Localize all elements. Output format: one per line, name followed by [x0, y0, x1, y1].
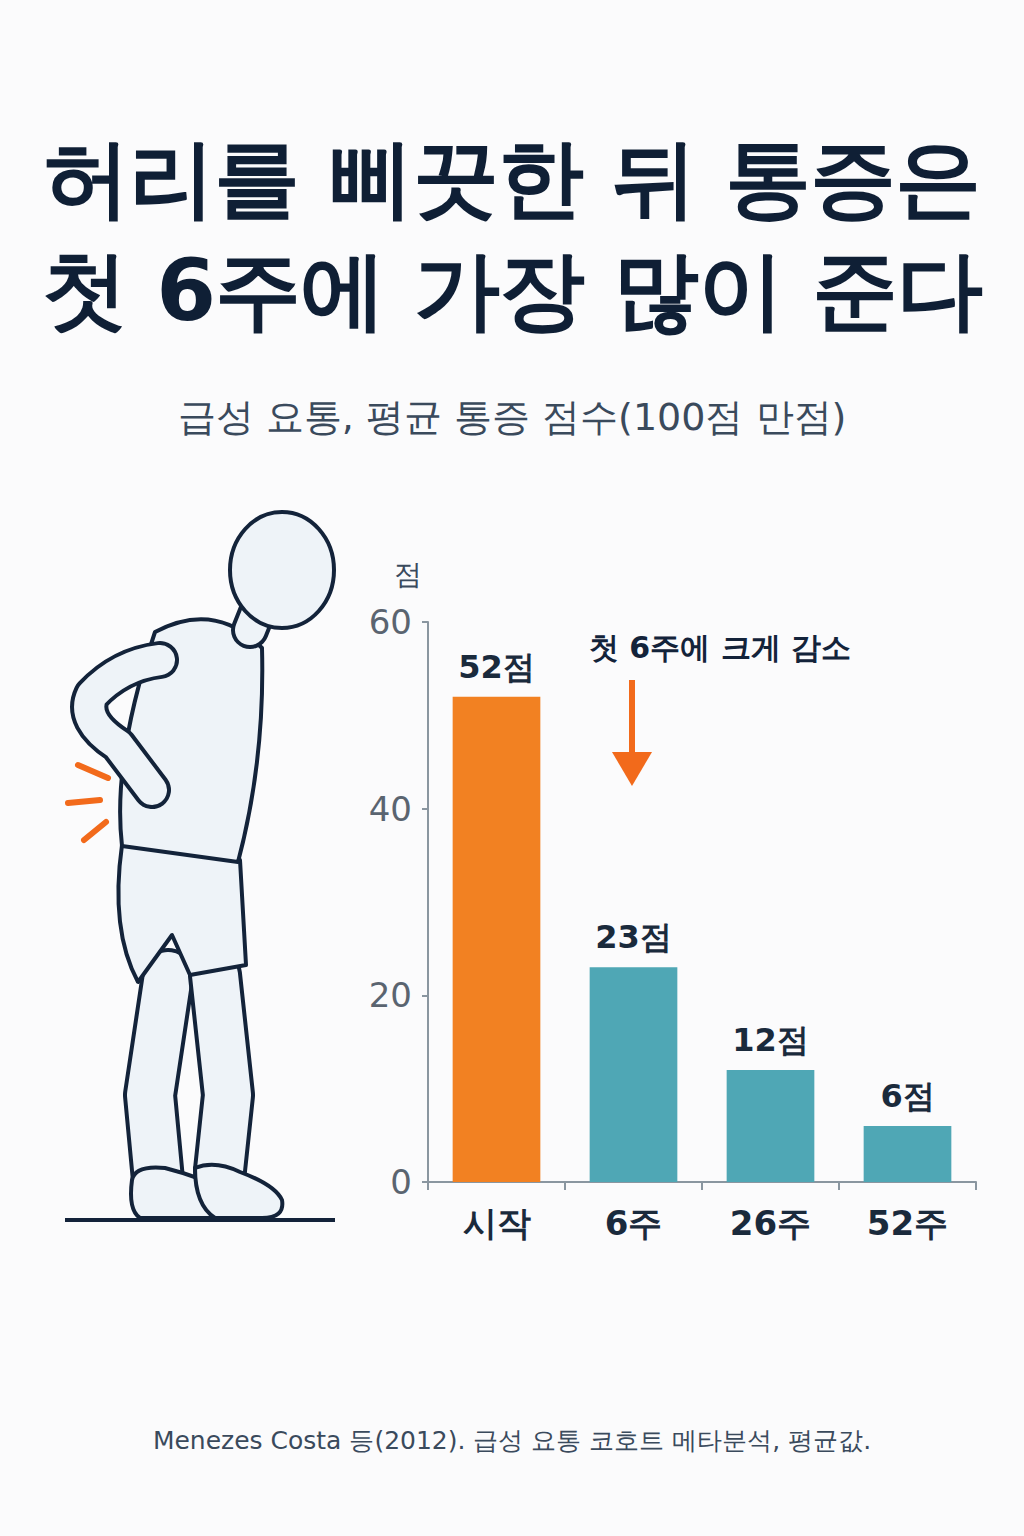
svg-text:12점: 12점: [732, 1021, 809, 1059]
svg-text:23점: 23점: [595, 918, 672, 956]
html-text:급성 요통, 평균 통증 점수(100점 만점): 급성 요통, 평균 통증 점수(100점 만점): [177, 395, 847, 439]
svg-text:0: 0: [390, 1162, 412, 1202]
svg-text:20: 20: [369, 975, 412, 1015]
svg-text:6점: 6점: [880, 1077, 934, 1115]
html-text:첫 6주에 크게 감소: 첫 6주에 크게 감소: [588, 630, 852, 665]
svg-text:60: 60: [369, 602, 412, 642]
svg-text:52점: 52점: [458, 648, 535, 686]
svg-text:시작: 시작: [463, 1203, 531, 1243]
html-text:허리를 삐끗한 뒤 통증은 첫 6주에 가장 많이 준다: 허리를 삐끗한 뒤 통증은 첫 6주에 가장 많이 준다: [42, 128, 982, 340]
svg-text:점: 점: [394, 558, 422, 591]
svg-text:6주: 6주: [605, 1203, 663, 1243]
html-text:Menezes Costa 등(2012). 급성 요통 코: Menezes Costa 등(2012). 급성 요통 코호트 메타분석, 평…: [152, 1426, 872, 1455]
svg-text:26주: 26주: [730, 1203, 811, 1243]
svg-text:52주: 52주: [867, 1203, 948, 1243]
svg-text:40: 40: [369, 789, 412, 829]
